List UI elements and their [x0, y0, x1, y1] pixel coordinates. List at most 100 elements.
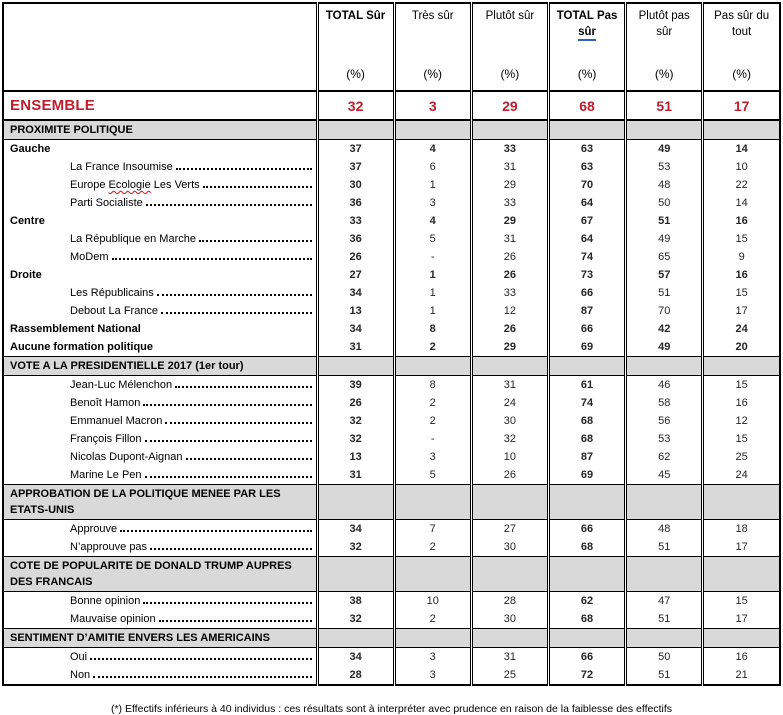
- value-cell: 15: [701, 375, 780, 394]
- row-label-cell: Europe Ecologie Les Verts: [3, 176, 317, 194]
- table-body: ENSEMBLE 32 3 29 68 51 17 PROXIMITE POLITIQUE Ga…: [3, 90, 780, 685]
- dotted-leader: [120, 529, 312, 532]
- value-cell: 51: [624, 90, 703, 121]
- value-cell: 47: [624, 591, 703, 610]
- value-cell: [701, 119, 780, 140]
- value-cell: 13: [315, 302, 395, 320]
- value-cell: [624, 119, 703, 140]
- value-cell: [546, 484, 626, 520]
- value-cell: 18: [701, 519, 780, 538]
- value-cell: 33: [469, 284, 549, 302]
- row-label-wrap: Europe Ecologie Les Verts: [4, 179, 316, 191]
- row-label-cell: N’approuve pas: [3, 538, 317, 557]
- value-cell: 27: [315, 266, 395, 284]
- value-cell: 17: [701, 302, 780, 320]
- row-label-cell: Bonne opinion: [3, 592, 317, 611]
- value-cell: 2: [392, 338, 472, 357]
- value-cell: 17: [701, 610, 780, 629]
- row-label-wrap: Parti Socialiste: [4, 197, 316, 209]
- value-cell: 30: [469, 538, 549, 557]
- group-row: Droite 27 1 26 73 57 16: [3, 266, 780, 284]
- row-label-cell: François Fillon: [3, 430, 317, 448]
- value-cell: 30: [315, 176, 395, 194]
- row-label-cell: PROXIMITE POLITIQUE: [3, 119, 317, 140]
- dotted-leader: [161, 311, 312, 314]
- header-row: TOTAL Sûr (%) Très sûr (%) Plutôt sûr (%…: [3, 3, 780, 92]
- value-cell: 29: [469, 212, 549, 230]
- column-header-pas-sur-du-tout: Pas sûr du tout (%): [701, 3, 780, 92]
- column-header-content: Pas sûr du tout (%): [706, 4, 779, 89]
- value-cell: [546, 556, 626, 592]
- column-unit: (%): [423, 66, 443, 81]
- value-cell: 3: [392, 194, 472, 212]
- value-cell: 64: [546, 230, 626, 248]
- ensemble-row: ENSEMBLE 32 3 29 68 51 17: [3, 90, 780, 121]
- row-label: SENTIMENT D’AMITIE ENVERS LES AMERICAINS: [10, 632, 270, 644]
- row-label-cell: Aucune formation politique: [3, 338, 317, 357]
- value-cell: 26: [469, 248, 549, 266]
- item-row: Non 28 3 25 72 51 21: [3, 666, 780, 685]
- row-label-cell: La France Insoumise: [3, 158, 317, 176]
- value-cell: 58: [624, 394, 703, 412]
- item-row: Jean-Luc Mélenchon 39 8 31 61 46 15: [3, 375, 780, 394]
- column-title: TOTAL Pas sûr: [553, 9, 622, 41]
- dotted-leader: [175, 167, 312, 170]
- item-row: Les Républicains 34 1 33 66 51 15: [3, 284, 780, 302]
- row-label-wrap: Bonne opinion: [4, 595, 316, 607]
- value-cell: 20: [701, 338, 780, 357]
- value-cell: -: [392, 430, 472, 448]
- item-row: Bonne opinion 38 10 28 62 47 15: [3, 591, 780, 611]
- value-cell: 1: [392, 176, 472, 194]
- row-label-cell: Rassemblement National: [3, 320, 317, 338]
- row-label: COTE DE POPULARITE DE DONALD TRUMP AUPRE…: [10, 560, 292, 588]
- value-cell: 31: [469, 158, 549, 176]
- group-row: Aucune formation politique 31 2 29 69 49 20: [3, 338, 780, 357]
- value-cell: 51: [624, 284, 703, 302]
- item-row: N’approuve pas 32 2 30 68 51 17: [3, 538, 780, 557]
- dotted-leader: [111, 257, 312, 260]
- section-row: PROXIMITE POLITIQUE: [3, 119, 780, 140]
- dotted-leader: [145, 203, 312, 206]
- row-label-cell: VOTE A LA PRESIDENTIELLE 2017 (1er tour): [3, 356, 317, 376]
- value-cell: 49: [624, 230, 703, 248]
- row-label: ENSEMBLE: [10, 97, 95, 114]
- value-cell: 30: [469, 610, 549, 629]
- value-cell: 26: [469, 466, 549, 485]
- dotted-leader: [143, 601, 312, 604]
- column-title: TOTAL Sûr: [325, 10, 386, 22]
- row-label-cell: MoDem: [3, 248, 317, 266]
- value-cell: 2: [392, 538, 472, 557]
- row-label-cell: La République en Marche: [3, 230, 317, 248]
- value-cell: 26: [469, 320, 549, 338]
- row-label: Approuve: [70, 523, 118, 535]
- value-cell: 28: [469, 591, 549, 610]
- value-cell: 25: [469, 666, 549, 685]
- value-cell: 16: [701, 394, 780, 412]
- value-cell: 24: [469, 394, 549, 412]
- row-label: N’approuve pas: [70, 541, 148, 553]
- value-cell: 66: [546, 284, 626, 302]
- value-cell: 17: [701, 538, 780, 557]
- column-header-content: TOTAL Pas sûr (%): [551, 4, 624, 89]
- value-cell: [624, 484, 703, 520]
- dotted-leader: [143, 403, 312, 406]
- dotted-leader: [185, 457, 312, 460]
- item-row: Benoît Hamon 26 2 24 74 58 16: [3, 394, 780, 412]
- dotted-leader: [144, 439, 312, 442]
- value-cell: 68: [546, 430, 626, 448]
- value-cell: 67: [546, 212, 626, 230]
- value-cell: 68: [546, 412, 626, 430]
- value-cell: 12: [701, 412, 780, 430]
- item-row: La République en Marche 36 5 31 64 49 15: [3, 230, 780, 248]
- value-cell: 10: [701, 158, 780, 176]
- value-cell: 33: [469, 139, 549, 158]
- value-cell: 1: [392, 302, 472, 320]
- value-cell: 3: [392, 448, 472, 466]
- group-row: Gauche 37 4 33 63 49 14: [3, 139, 780, 158]
- value-cell: [392, 628, 472, 648]
- dotted-leader: [165, 421, 312, 424]
- value-cell: 68: [546, 90, 626, 121]
- dotted-leader: [198, 239, 312, 242]
- column-header-plutot-pas-sur: Plutôt pas sûr (%): [624, 3, 703, 92]
- column-title-line1: TOTAL Pas: [556, 10, 618, 22]
